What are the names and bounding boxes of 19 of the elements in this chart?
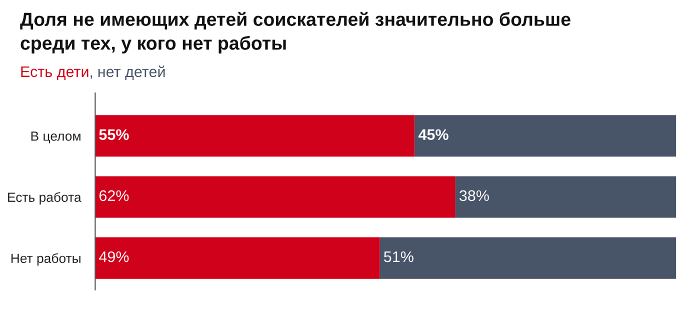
- text: нет детей: [98, 66, 165, 80]
- data-label: 38%: [459, 190, 489, 202]
- bar: [414, 115, 676, 157]
- data-label: 49%: [99, 251, 129, 262]
- text: ,: [90, 75, 92, 79]
- bar: [95, 176, 456, 218]
- data-label: 55%: [99, 129, 129, 140]
- y-tick-label: Нет работы: [11, 253, 80, 266]
- y-tick-label: Есть работа: [8, 192, 82, 205]
- bar: [95, 237, 380, 279]
- bar: [455, 176, 676, 218]
- chart-title: Доля не имеющих детей соискателей значительно больше среди тех, у кого нет работы: [20, 12, 570, 54]
- text: Есть дети: [21, 66, 88, 80]
- y-tick-label: В целом: [31, 132, 80, 144]
- data-label: 62%: [99, 190, 129, 202]
- bar: [95, 115, 415, 157]
- data-label: 45%: [418, 129, 448, 140]
- data-label: 51%: [384, 251, 414, 262]
- bar: [380, 237, 676, 279]
